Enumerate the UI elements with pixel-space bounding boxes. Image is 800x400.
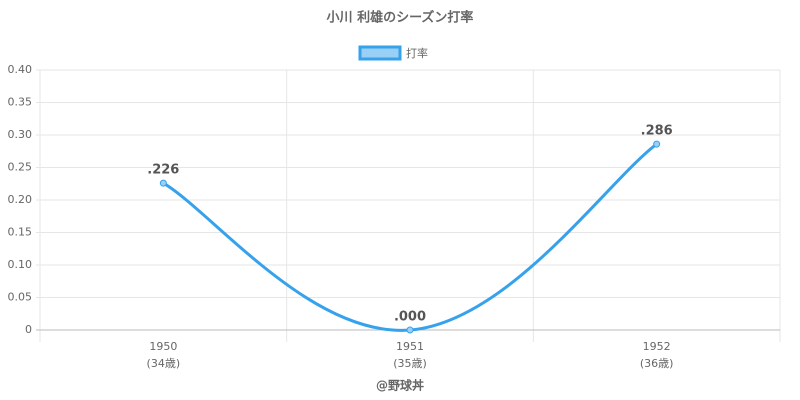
point <box>653 140 661 148</box>
y-tick-label: 0.10 <box>8 258 33 271</box>
value-label: .286 <box>641 124 673 139</box>
point <box>406 326 414 334</box>
y-tick-label: 0.20 <box>8 193 33 206</box>
y-tick-label: 0.25 <box>8 161 33 174</box>
point <box>159 179 167 187</box>
x-tick-sublabel: (35歳) <box>393 357 427 370</box>
x-tick-label: 1952 <box>643 340 671 353</box>
y-tick-label: 0.40 <box>8 63 33 76</box>
x-tick-label: 1950 <box>149 340 177 353</box>
value-label: .000 <box>394 310 426 325</box>
credit: @野球丼 <box>376 378 424 393</box>
legend-label: 打率 <box>406 46 428 60</box>
y-tick-label: 0.05 <box>8 291 33 304</box>
value-label: .226 <box>147 163 179 178</box>
chart-title: 小川 利雄のシーズン打率 <box>327 10 474 26</box>
x-tick-sublabel: (36歳) <box>640 357 674 370</box>
y-tick-label: 0 <box>25 323 32 336</box>
series-line <box>162 142 658 332</box>
y-tick-label: 0.35 <box>8 96 33 109</box>
x-tick-sublabel: (34歳) <box>147 357 181 370</box>
x-tick-label: 1951 <box>396 340 424 353</box>
y-tick-label: 0.30 <box>8 128 33 141</box>
legend-swatch <box>358 45 402 61</box>
y-tick-label: 0.15 <box>8 226 33 239</box>
